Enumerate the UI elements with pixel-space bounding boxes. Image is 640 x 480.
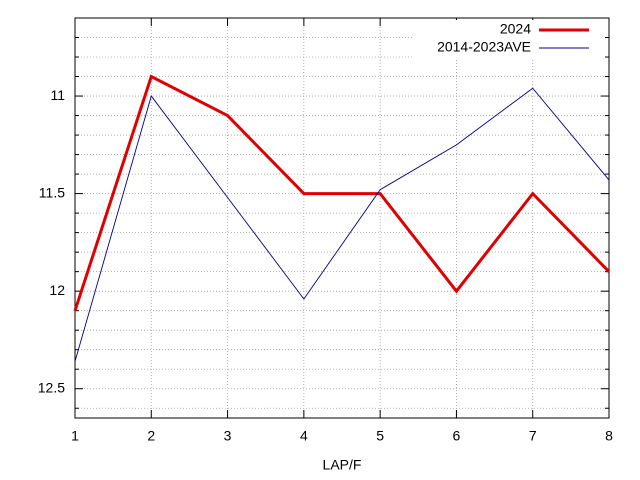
x-tick-label: 5 xyxy=(376,428,384,444)
x-tick-label: 6 xyxy=(453,428,461,444)
legend-label: 2014-2023AVE xyxy=(437,39,531,55)
plot-frame xyxy=(74,17,610,419)
x-axis-label: LAP/F xyxy=(323,457,362,473)
y-tick-label: 11 xyxy=(50,87,65,103)
x-tick-label: 4 xyxy=(300,428,308,444)
y-tick-label: 12.5 xyxy=(38,379,65,395)
x-tick-label: 2 xyxy=(147,428,155,444)
x-tick-label: 8 xyxy=(605,428,613,444)
series-line xyxy=(73,74,611,312)
x-tick-label: 1 xyxy=(71,428,79,444)
series-line xyxy=(74,87,610,362)
legend-label: 2024 xyxy=(500,21,531,37)
x-tick-label: 7 xyxy=(529,428,537,444)
y-tick-label: 11.5 xyxy=(39,184,65,200)
x-tick-label: 3 xyxy=(224,428,232,444)
legend-box xyxy=(414,20,604,60)
y-tick-label: 12 xyxy=(49,282,65,298)
